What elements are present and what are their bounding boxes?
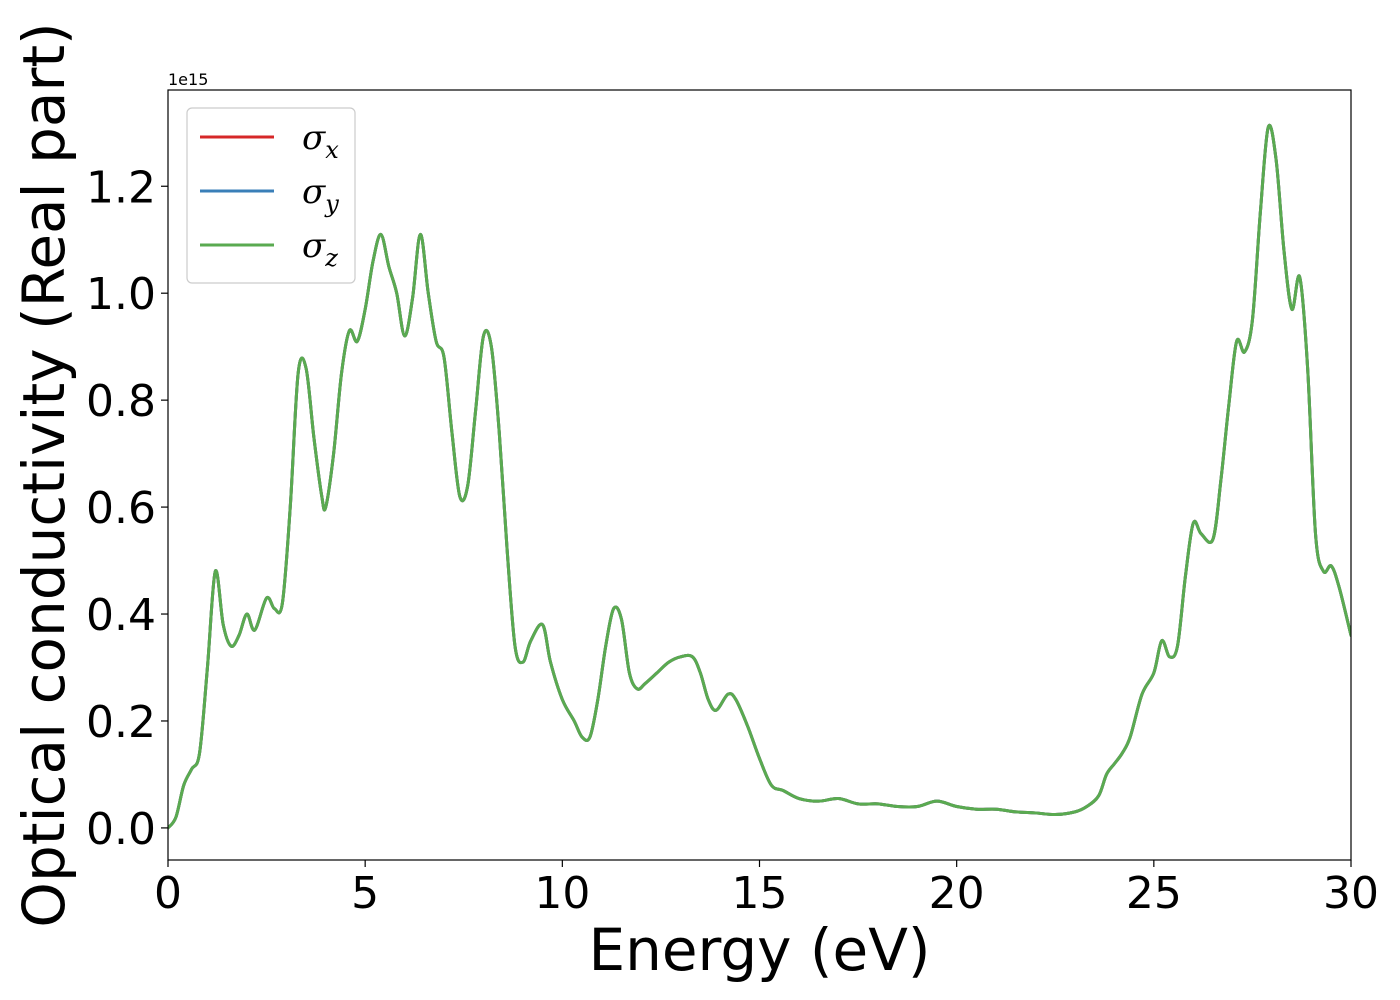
y-tick-label: 0.4 — [86, 590, 156, 641]
y-axis-ticks: 0.0 0.2 0.4 0.6 0.8 1.0 1.2 — [86, 162, 168, 855]
y-tick-label: 0.0 — [86, 804, 156, 855]
x-tick-label: 15 — [732, 868, 788, 919]
y-tick-label: 1.2 — [86, 162, 156, 213]
x-tick-label: 5 — [351, 868, 379, 919]
y-tick-label: 0.8 — [86, 376, 156, 427]
x-tick-label: 20 — [929, 868, 985, 919]
y-offset-label: 1e15 — [168, 70, 208, 89]
y-axis-title: Optical conductivity (Real part) — [10, 22, 78, 927]
legend: σx σy σz — [186, 107, 356, 284]
legend-label: σz — [302, 226, 338, 272]
x-tick-label: 10 — [534, 868, 590, 919]
x-tick-label: 30 — [1323, 868, 1379, 919]
y-tick-label: 1.0 — [86, 269, 156, 320]
legend-label: σx — [302, 118, 339, 164]
plot-area — [168, 90, 1351, 860]
x-axis-title: Energy (eV) — [588, 916, 930, 984]
legend-box — [186, 107, 356, 284]
x-tick-label: 0 — [154, 868, 182, 919]
x-tick-label: 25 — [1126, 868, 1182, 919]
series-layer — [168, 123, 1351, 830]
legend-label: σy — [302, 172, 339, 218]
y-tick-label: 0.6 — [86, 483, 156, 534]
series-line-3 — [168, 123, 1351, 830]
y-tick-label: 0.2 — [86, 697, 156, 748]
x-axis-ticks: 0 5 10 15 20 25 30 — [154, 860, 1379, 919]
